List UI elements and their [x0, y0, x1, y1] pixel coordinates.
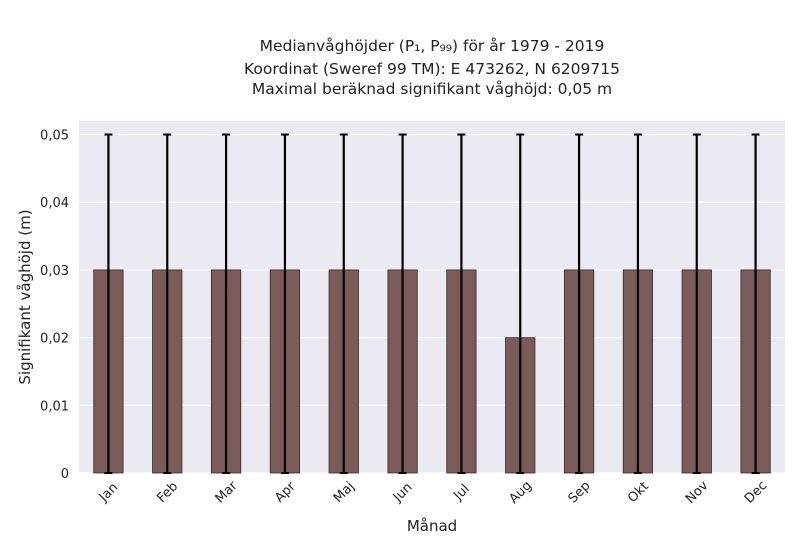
x-tick-label: Okt [625, 479, 652, 506]
x-tick-label: Dec [742, 478, 770, 506]
x-tick-label: Jan [96, 480, 121, 505]
y-axis-label: Signifikant våghöjd (m) [16, 209, 34, 384]
title-line-1: Medianvåghöjder (P₁, P₉₉) för år 1979 - … [260, 37, 605, 55]
error-bar-maj [339, 133, 348, 474]
title-line-2: Koordinat (Sweref 99 TM): E 473262, N 62… [244, 60, 620, 78]
error-bar-nov [692, 133, 701, 474]
y-tick-label: 0 [61, 467, 69, 482]
x-tick-label: Sep [566, 479, 594, 507]
x-tick-label: Aug [506, 478, 535, 507]
error-bar-sep [575, 133, 584, 474]
y-tick-label: 0,01 [40, 399, 69, 414]
grid [79, 133, 785, 474]
y-tick-label: 0,02 [40, 332, 69, 347]
error-bar-jul [457, 133, 466, 474]
plot-area [79, 121, 785, 473]
chart-title: Medianvåghöjder (P₁, P₉₉) för år 1979 - … [244, 37, 620, 98]
x-tick-label: Maj [331, 479, 358, 506]
x-ticks: Jan Feb Mar Apr Maj Jun Jul Aug Sep Okt Nov Dec [96, 478, 770, 507]
x-tick-label: Feb [154, 479, 181, 506]
error-bar-aug [516, 133, 525, 474]
x-tick-label: Jun [390, 480, 416, 506]
y-tick-label: 0,05 [40, 129, 69, 144]
title-line-3: Maximal beräknad signifikant våghöjd: 0,… [252, 80, 612, 98]
error-bar-apr [280, 133, 289, 474]
x-tick-label: Nov [683, 478, 712, 507]
y-tick-label: 0,03 [40, 264, 69, 279]
error-bars [104, 133, 760, 474]
x-axis-label: Månad [407, 517, 457, 535]
x-tick-label: Jul [450, 482, 472, 504]
error-bar-jan [104, 133, 113, 474]
error-bar-okt [633, 133, 642, 474]
error-bar-mar [222, 133, 231, 474]
y-tick-label: 0,04 [40, 196, 69, 211]
y-ticks: 0 0,01 0,02 0,03 0,04 0,05 [40, 129, 69, 482]
x-tick-label: Mar [213, 478, 241, 506]
x-tick-label: Apr [272, 479, 299, 506]
error-bar-dec [751, 133, 760, 474]
error-bar-feb [163, 133, 172, 474]
error-bar-jun [398, 133, 407, 474]
